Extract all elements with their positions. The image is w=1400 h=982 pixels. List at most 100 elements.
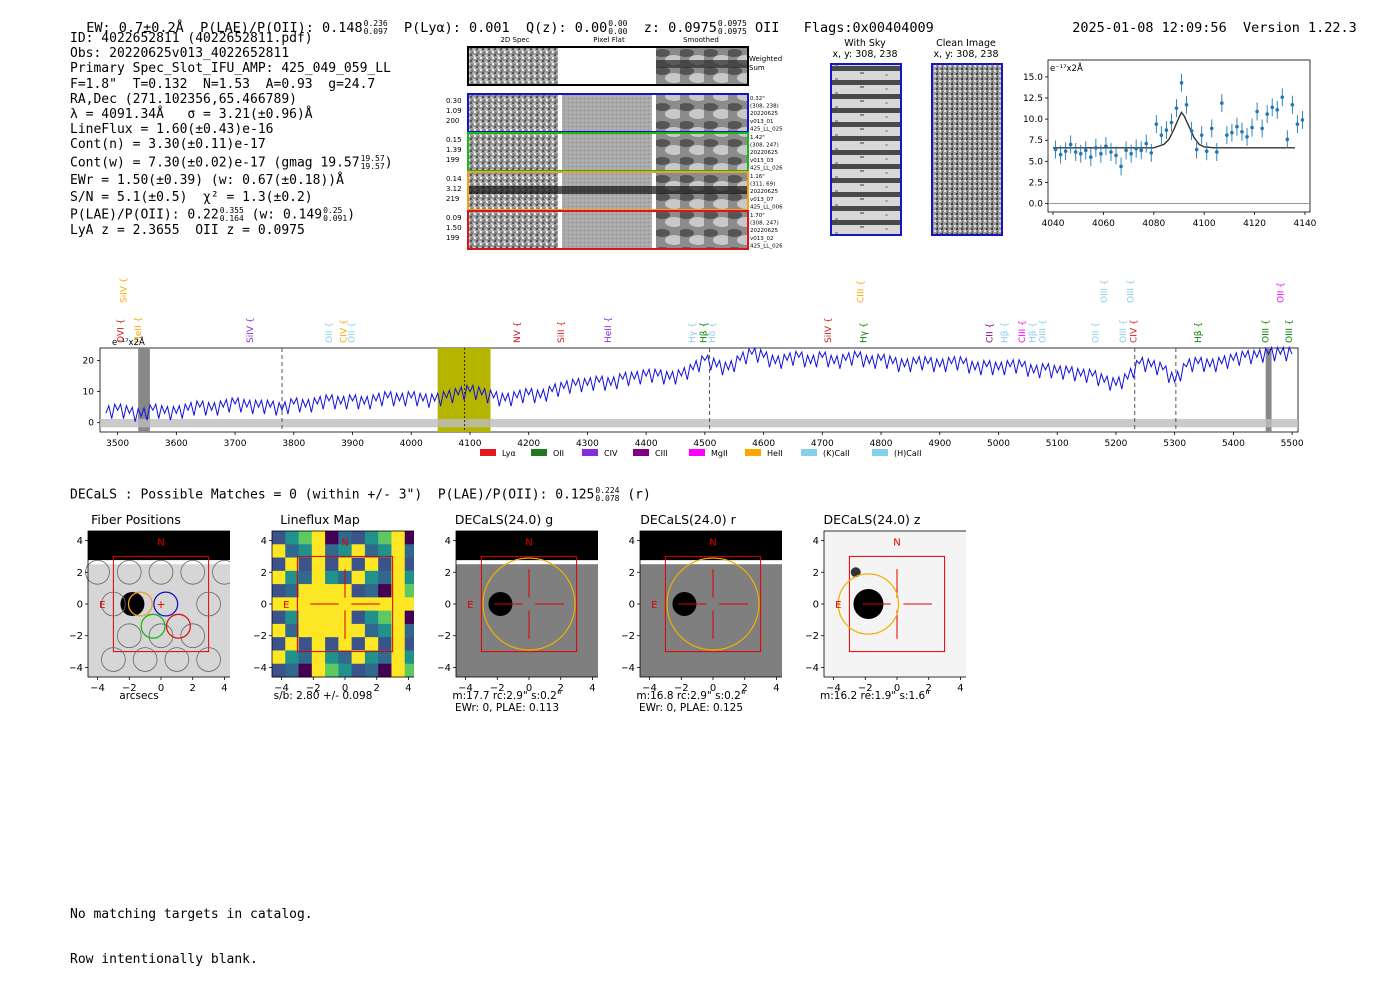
full-y-tick-label: 0 — [88, 419, 94, 429]
decals-panel: DECaLS(24.0) z N E −4 −2 0 2 4 −4 −2 0 2 4 m:16.2 re:… — [806, 512, 966, 702]
zoom-data-point — [1078, 151, 1083, 156]
qz-lo: 0.00 — [608, 27, 628, 36]
zoom-data-point — [1139, 148, 1144, 153]
flux-map-cell — [351, 663, 366, 678]
cutout-left-label: 199 — [446, 234, 459, 242]
panel-imagery — [640, 531, 782, 677]
cutout-row: 0.15 1.39 199 1.42" (308, 247)20220625 v013_0… — [446, 132, 783, 172]
info-contw: Cont(w) = 7.30(±0.02)e-17 (gmag 19.57 19.… — [70, 154, 393, 171]
zoom-data-point — [1134, 146, 1138, 151]
flux-map-cell — [298, 531, 313, 545]
search-box — [664, 555, 762, 653]
fiber-circle — [132, 647, 158, 672]
zoom-data-point — [1280, 95, 1285, 99]
y-tick-label: −4 — [806, 663, 819, 674]
cutout-gap — [558, 211, 562, 249]
cutout-row: 0.14 3.12 219 1.16" (311, 69)20220625 v013_07… — [446, 171, 783, 211]
emission-line-label: OIII { — [1127, 279, 1137, 303]
flux-map-cell — [364, 544, 379, 559]
full-spectrum-chart: SiIV {OVI {HeII {SiIV {OII {CIV {OII {NV… — [83, 277, 1304, 458]
y-tick-label: −4 — [622, 663, 635, 674]
panel-mask-strip — [88, 531, 230, 561]
fiber-circle — [101, 647, 126, 672]
north-label: N — [893, 537, 900, 548]
cutout-right-label: v013_02 — [750, 236, 774, 242]
info-block: ID: 4022652811 (4022652811.pdf) Obs: 202… — [70, 31, 393, 238]
flux-map-cell — [364, 637, 379, 651]
flux-map-cell — [285, 637, 300, 651]
clean-coords: x, y: 308, 238 — [933, 49, 999, 60]
masked-band — [138, 348, 150, 432]
decals-band: (r) — [627, 487, 651, 503]
fiber-circle — [180, 559, 206, 585]
x-tick-label: −2 — [306, 683, 321, 694]
flux-map-cell — [378, 570, 392, 585]
cutout-right-label: 20220625 — [750, 150, 778, 156]
flux-map-cell — [298, 650, 313, 665]
zoom-data-point — [1099, 151, 1103, 156]
zoom-data-point — [1109, 150, 1113, 154]
cutout-smoothed — [656, 94, 748, 132]
emission-line-label: HeII { — [604, 317, 614, 343]
decals-caption: m:17.7 rc:2.9" s:0.2" — [452, 690, 562, 702]
zoom-data-point — [1240, 129, 1244, 134]
cutout-gap — [652, 94, 656, 132]
with-sky-image — [830, 63, 902, 236]
flux-map-cell — [404, 557, 414, 572]
emission-line-label: Hβ { — [1000, 322, 1010, 343]
flux-map-cell — [351, 623, 366, 638]
flux-map-cell — [325, 531, 339, 545]
flux-map-cell — [325, 610, 339, 625]
highlighted-fiber — [127, 591, 153, 617]
full-x-tick-label: 4800 — [870, 439, 893, 449]
zoom-data-point — [1174, 106, 1179, 110]
y-tick-label: 2 — [445, 568, 451, 579]
weighted-label-2: Sum — [749, 64, 765, 72]
full-x-tick-label: 5500 — [1281, 439, 1304, 449]
cutout-gap — [652, 133, 656, 171]
zoom-data-point — [1119, 164, 1123, 169]
zoom-plot-frame — [1047, 59, 1311, 213]
zoom-data-point — [1073, 150, 1078, 154]
cutout-trace — [468, 186, 748, 194]
flux-map-cell — [364, 531, 379, 545]
flux-map-cell — [298, 584, 313, 598]
full-x-tick-label: 4100 — [459, 439, 482, 449]
plae-lo: 0.164 — [219, 214, 244, 224]
y-tick-label: −2 — [438, 631, 451, 642]
cutout-left-label: 0.15 — [446, 136, 462, 144]
cutout-row: 0.09 1.50 199 1.70" (308, 247)20220625 v013_0… — [446, 210, 783, 250]
contw-end: ) — [384, 155, 393, 171]
x-tick-label: 2 — [558, 683, 564, 694]
legend-label: (K)CaII — [823, 449, 850, 458]
decals-caption: s/b: 2.80 +/- 0.098 — [273, 690, 373, 702]
aperture-circle — [666, 557, 760, 651]
legend-label: (H)CaII — [894, 449, 921, 458]
zoom-data-point — [1129, 151, 1133, 156]
cutout-right-label: 1.16" — [750, 174, 765, 180]
flux-map-cell — [272, 570, 286, 585]
flux-map-cell — [391, 557, 406, 572]
emission-line-label: SiIV { — [246, 317, 256, 343]
noise-band — [100, 418, 1298, 428]
emission-line-label: SiIV { — [119, 277, 129, 303]
y-tick-label: 2 — [77, 568, 83, 579]
zoom-data-point — [1270, 105, 1275, 110]
zoom-data-point — [1058, 152, 1063, 157]
zoom-x-tick-label: 4040 — [1042, 219, 1065, 229]
clean-image-title: Clean Image x, y: 308, 238 — [920, 38, 1012, 60]
info-id: ID: 4022652811 (4022652811.pdf) — [70, 31, 313, 46]
emission-line-label: OIII { — [1100, 279, 1110, 303]
legend-swatch — [633, 449, 649, 456]
cutout-2dspec — [468, 133, 558, 171]
north-label: N — [157, 537, 164, 548]
x-tick-label: 4 — [957, 683, 963, 694]
highlighted-fiber — [140, 613, 166, 639]
legend-label: OII — [553, 449, 564, 458]
zoom-data-point — [1220, 101, 1224, 105]
decals-caption: m:16.8 rc:2.9" s:0.2" — [636, 690, 746, 702]
z-hi: 0.0975 — [717, 19, 747, 28]
flux-map-cell — [404, 584, 414, 598]
footer-line-2: Row intentionally blank. — [70, 952, 258, 967]
